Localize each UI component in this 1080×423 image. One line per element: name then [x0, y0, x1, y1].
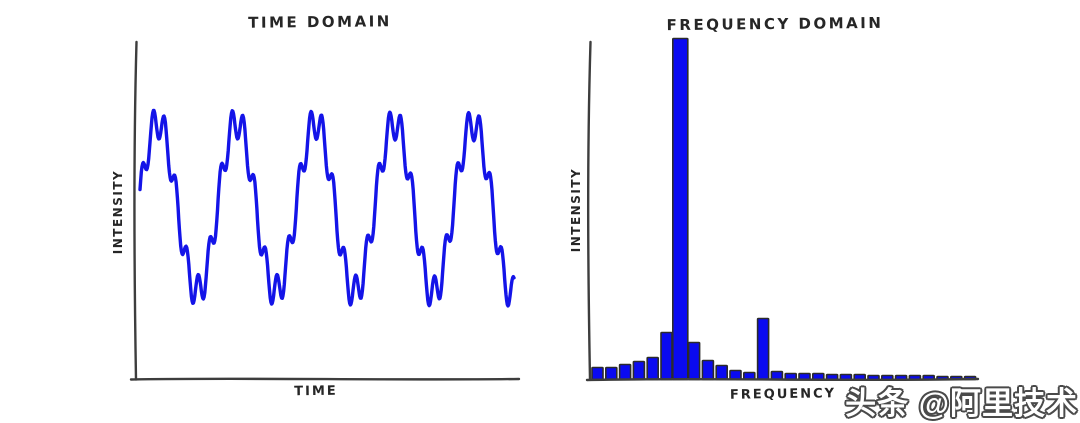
time-chart-y-axis: [133, 40, 138, 381]
frequency-bar: [646, 356, 660, 381]
frequency-axis-label: FREQUENCY: [729, 386, 837, 403]
time-chart-ylabel: INTENSITY: [111, 169, 125, 255]
frequency-chart-x-axis: [585, 377, 980, 382]
frequency-bar: [701, 359, 715, 381]
frequency-bar: [715, 364, 729, 381]
frequency-bar: [756, 317, 770, 381]
time-domain-title: TIME DOMAIN: [248, 12, 392, 32]
frequency-domain-title: FREQUENCY DOMAIN: [666, 13, 884, 35]
frequency-bar: [687, 341, 701, 381]
frequency-bar: [604, 366, 618, 381]
watermark: 头条 @阿里技术: [845, 386, 1078, 421]
frequency-bar: [618, 363, 632, 381]
frequency-bar: [660, 331, 673, 381]
frequency-bar: [632, 360, 646, 381]
axes-group: [129, 40, 980, 382]
frequency-bar: [591, 366, 604, 381]
time-domain-wave-group: [138, 108, 516, 308]
frequency-chart-y-axis: [586, 40, 592, 381]
time-axis-label: TIME: [294, 383, 338, 400]
time-chart-x-axis: [129, 377, 521, 381]
frequency-chart-ylabel: INTENSITY: [569, 167, 583, 253]
frequency-bar: [671, 37, 689, 381]
frequency-domain-bars-group: [591, 37, 977, 381]
time-domain-signal-line: [138, 108, 516, 308]
